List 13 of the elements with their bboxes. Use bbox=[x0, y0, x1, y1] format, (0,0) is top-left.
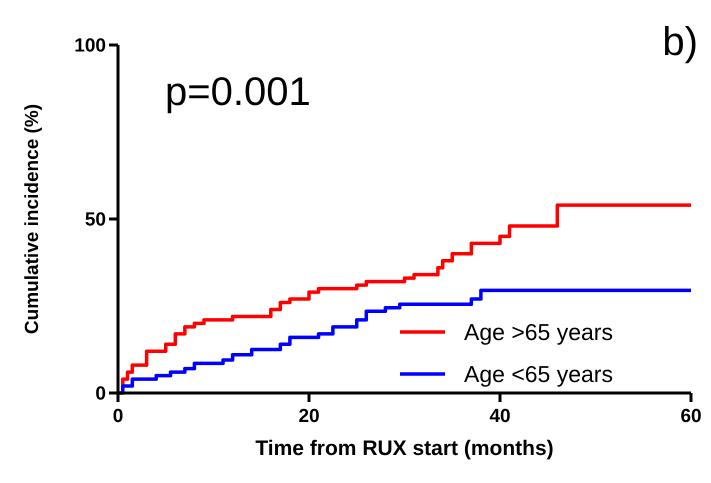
y-tick-label: 0 bbox=[95, 384, 106, 405]
y-tick-label: 100 bbox=[74, 36, 106, 57]
y-axis-title: Cumulative incidence (%) bbox=[22, 104, 43, 334]
y-tick-label: 50 bbox=[84, 210, 106, 231]
legend-label: Age >65 years bbox=[464, 319, 613, 346]
x-axis-title: Time from RUX start (months) bbox=[255, 437, 554, 460]
legend-label: Age <65 years bbox=[464, 361, 613, 388]
annotation: b) bbox=[662, 20, 698, 64]
x-tick-label: 60 bbox=[680, 406, 702, 427]
x-tick-label: 20 bbox=[298, 406, 320, 427]
annotation: p=0.001 bbox=[165, 70, 311, 114]
x-tick-label: 40 bbox=[489, 406, 511, 427]
x-tick-label: 0 bbox=[112, 406, 124, 427]
